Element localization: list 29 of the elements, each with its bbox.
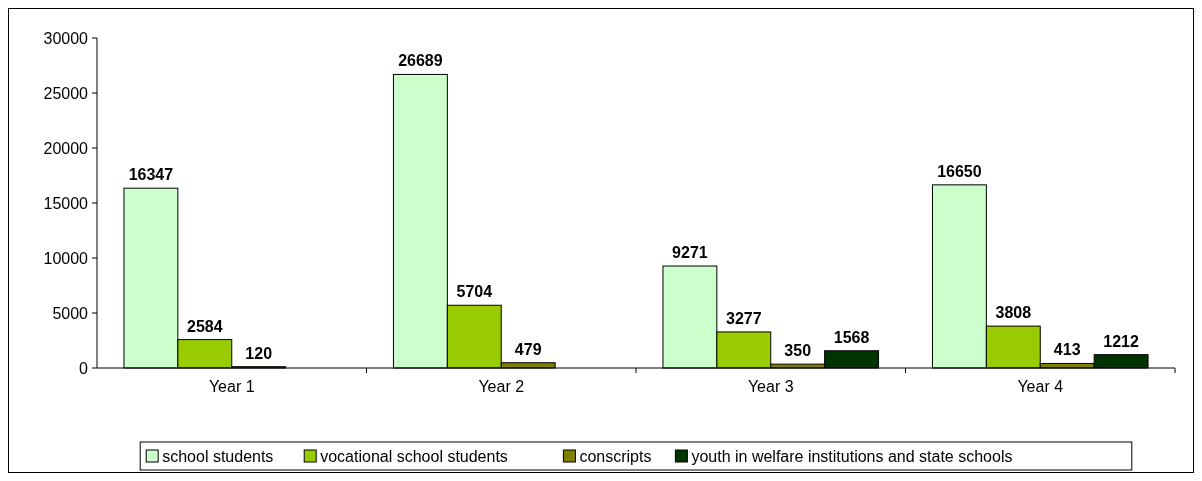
y-tick-label: 15000 <box>43 194 89 212</box>
data-label: 1568 <box>833 328 870 346</box>
x-tick-label: Year 3 <box>747 378 794 395</box>
data-label: 1212 <box>1103 332 1139 350</box>
y-tick-label: 25000 <box>43 84 89 102</box>
legend-label: vocational school students <box>320 447 508 465</box>
data-label: 413 <box>1053 341 1081 359</box>
data-label: 479 <box>514 340 542 358</box>
data-label: 120 <box>245 344 273 362</box>
y-tick-label: 30000 <box>43 29 89 47</box>
data-label: 3808 <box>995 304 1032 322</box>
data-label: 16347 <box>128 166 174 184</box>
data-label: 16650 <box>937 162 982 180</box>
data-label: 350 <box>784 342 812 360</box>
data-label: 2584 <box>187 317 223 335</box>
y-tick-label: 20000 <box>43 139 89 157</box>
legend-label: youth in welfare institutions and state schools <box>691 447 1013 465</box>
y-tick-label: 0 <box>79 359 89 377</box>
x-tick-label: Year 4 <box>1017 378 1064 395</box>
data-label: 26689 <box>398 52 443 70</box>
x-tick-label: Year 1 <box>208 378 255 395</box>
data-label: 9271 <box>672 244 708 262</box>
data-label: 5704 <box>456 283 493 301</box>
y-tick-label: 10000 <box>43 249 89 267</box>
y-tick-label: 5000 <box>52 304 89 322</box>
legend-label: conscripts <box>579 447 652 465</box>
x-tick-label: Year 2 <box>478 378 525 395</box>
legend-label: school students <box>162 447 274 465</box>
data-label: 3277 <box>726 309 762 327</box>
